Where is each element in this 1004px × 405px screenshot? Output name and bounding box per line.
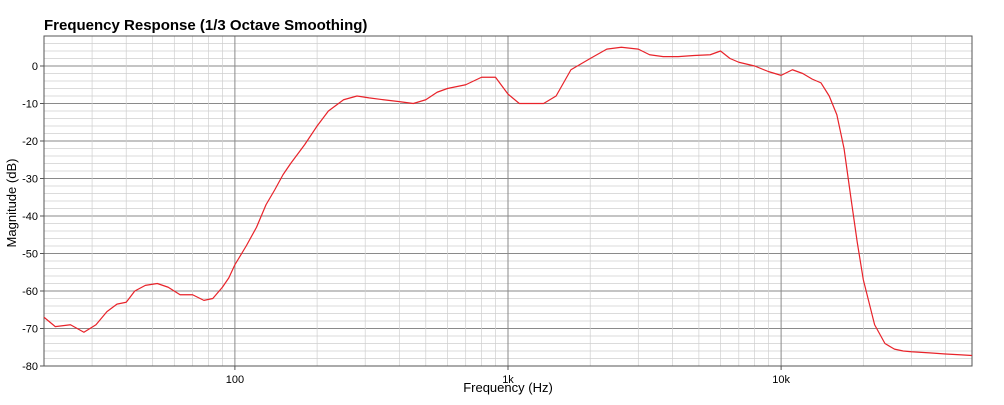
y-tick-label: -40 — [22, 211, 38, 223]
x-axis-ticks: 100 1k 10k — [226, 366, 790, 386]
y-axis-ticks: 0 -10 -20 -30 -40 -50 -60 -70 -80 — [22, 61, 44, 373]
series-layer — [43, 46, 973, 357]
y-tick-label: -10 — [22, 99, 38, 111]
chart-title: Frequency Response (1/3 Octave Smoothing… — [44, 17, 367, 34]
y-axis-label: Magnitude (dB) — [4, 159, 19, 248]
y-tick-label: -20 — [22, 136, 38, 148]
x-axis-label: Frequency (Hz) — [463, 380, 553, 395]
x-tick-label: 100 — [226, 374, 244, 386]
y-tick-label: -30 — [22, 174, 38, 186]
y-tick-label: -60 — [22, 286, 38, 298]
y-tick-label: 0 — [32, 61, 38, 73]
y-tick-label: -80 — [22, 361, 38, 373]
grid — [43, 35, 973, 367]
x-tick-label: 10k — [772, 374, 790, 386]
y-tick-label: -50 — [22, 249, 38, 261]
series-line-frequency-response — [43, 46, 973, 357]
y-tick-label: -70 — [22, 324, 38, 336]
x-tick-label: 1k — [502, 374, 514, 386]
